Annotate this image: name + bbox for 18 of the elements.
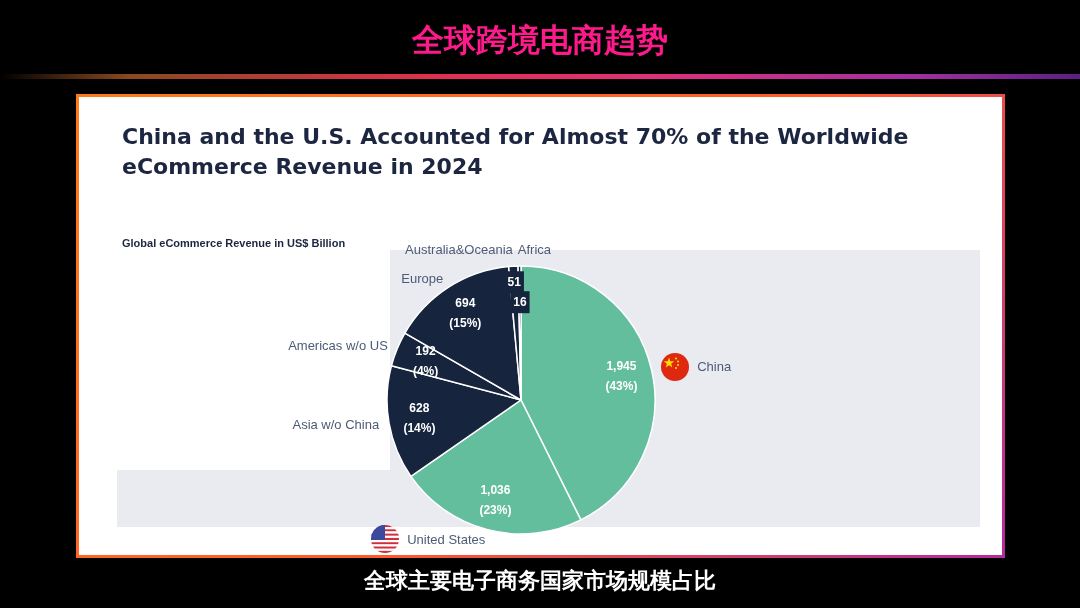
data-label: 628 (14%) xyxy=(403,400,436,435)
chart-title: China and the U.S. Accounted for Almost 70% of the Worldwide eCommerce Revenue in 2024 xyxy=(122,123,909,179)
chart-subtitle: Global eCommerce Revenue in US$ Billion xyxy=(122,236,346,249)
slice-label: China xyxy=(697,359,732,375)
text: 全球主要电子商务国家市场规模占比 xyxy=(363,567,717,595)
slice-label: Americas w/o US xyxy=(288,337,389,353)
slice-label: United States xyxy=(407,532,486,547)
data-label: 16 xyxy=(513,295,527,310)
data-label: 1,945 (43%) xyxy=(605,359,638,394)
slice-label: Asia w/o China xyxy=(292,417,380,433)
data-label: 192 (4%) xyxy=(412,343,439,378)
text: 全球跨境电商趋势 xyxy=(411,20,669,61)
data-label: 51 xyxy=(507,275,522,290)
data-label: 694 (15%) xyxy=(449,296,482,331)
slice-label: Africa xyxy=(517,242,552,258)
slice-label: Europe xyxy=(401,271,444,287)
data-label: 1,036 (23%) xyxy=(479,482,512,517)
slice-label: Australia&Oceania xyxy=(405,242,514,258)
